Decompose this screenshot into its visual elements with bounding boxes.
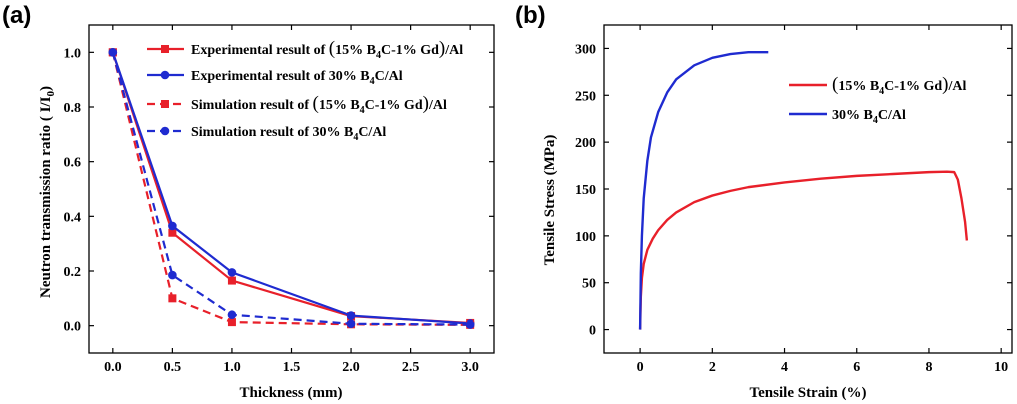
legend-label: Experimental result of (15% B4C-1% Gd)/A… <box>191 38 463 61</box>
panel-a-series <box>108 48 475 329</box>
x-tick-label: 2 <box>709 360 716 375</box>
x-tick-label: 0 <box>637 360 644 375</box>
data-point <box>346 319 356 329</box>
x-tick-label: 10 <box>994 360 1008 375</box>
series-line <box>638 170 969 330</box>
y-tick-label: 300 <box>575 42 596 57</box>
panel-b-x-axis-title: Tensile Strain (%) <box>750 385 867 401</box>
y-tick-label: 150 <box>575 183 596 198</box>
y-tick-label: 0.4 <box>64 210 82 225</box>
y-tick-label: 250 <box>575 89 596 104</box>
legend-label: (15% B4C-1% Gd)/Al <box>832 74 966 97</box>
x-tick-label: 8 <box>925 360 932 375</box>
data-point <box>108 48 118 57</box>
panel-b-legend: (15% B4C-1% Gd)/Al 30% B4C/Al <box>789 74 966 126</box>
data-point <box>168 221 177 231</box>
panel-b: (b) 0 2 4 6 8 10 0 50 100 150 200 250 300 Tensile S… <box>515 2 1013 401</box>
series-line <box>638 50 769 330</box>
x-tick-label: 1.0 <box>223 360 241 375</box>
series-line <box>111 51 471 325</box>
panel-a-x-axis: 0.0 0.5 1.0 1.5 2.0 2.5 3.0 <box>104 25 479 375</box>
x-tick-label: 4 <box>781 360 788 375</box>
series-line <box>111 51 471 325</box>
data-point <box>465 320 475 329</box>
panel-b-label: (b) <box>515 2 546 29</box>
x-tick-label: 0.0 <box>104 360 122 375</box>
panel-a-y-axis: 0.0 0.2 0.4 0.6 0.8 1.0 <box>64 46 494 335</box>
y-tick-label: 50 <box>582 277 596 292</box>
y-tick-label: 0 <box>589 324 596 339</box>
panel-a-y-axis-title: Neutron transmission ratio ( I/I0) <box>38 86 57 298</box>
legend-label: Simulation result of 30% B4C/Al <box>191 125 386 143</box>
data-point <box>227 310 237 320</box>
panel-b-y-axis-title: Tensile Stress (MPa) <box>542 135 558 266</box>
x-tick-label: 6 <box>853 360 860 375</box>
panel-a-legend: Experimental result of (15% B4C-1% Gd)/A… <box>147 38 463 143</box>
series-line <box>111 52 471 326</box>
series-line <box>111 52 471 326</box>
y-tick-label: 100 <box>575 230 596 245</box>
legend-label: 30% B4C/Al <box>832 108 906 126</box>
x-tick-label: 1.5 <box>283 360 301 375</box>
panel-a: (a) 0.0 0.5 1.0 1.5 2.0 2.5 3.0 0.00.20.40.60.… <box>2 2 495 401</box>
legend-marker <box>160 126 170 136</box>
panel-a-x-axis-title: Thickness (mm) <box>240 385 343 401</box>
legend-marker <box>161 100 169 108</box>
panel-a-label: (a) <box>2 2 31 29</box>
x-tick-label: 3.0 <box>461 360 479 375</box>
legend-label: Simulation result of (15% B4C-1% Gd)/Al <box>191 93 447 116</box>
y-tick-label: 1.0 <box>64 46 82 61</box>
data-point <box>168 270 177 280</box>
y-tick-label: 0.2 <box>64 265 82 280</box>
y-tick-label: 0.6 <box>64 156 82 171</box>
legend-marker <box>161 45 169 53</box>
panel-b-x-axis: 0 2 4 6 8 10 <box>637 25 1008 375</box>
data-point <box>168 228 177 237</box>
legend-marker <box>160 70 170 80</box>
panel-b-series <box>638 50 969 330</box>
x-tick-label: 2.5 <box>402 360 420 375</box>
data-point <box>168 294 177 303</box>
panel-b-y-axis: 0 50 100 150 200 250 300 <box>575 42 1012 339</box>
data-point <box>346 311 356 320</box>
x-tick-label: 0.5 <box>164 360 182 375</box>
data-point <box>227 268 237 277</box>
y-tick-label: 0.0 <box>64 320 82 335</box>
y-tick-label: 0.8 <box>64 101 82 116</box>
panel-b-plot-frame <box>603 24 1013 354</box>
x-tick-label: 2.0 <box>342 360 360 375</box>
data-point <box>227 276 236 285</box>
legend-label: Experimental result of 30% B4C/Al <box>191 69 403 87</box>
y-tick-label: 200 <box>575 136 596 151</box>
data-point <box>227 318 236 327</box>
